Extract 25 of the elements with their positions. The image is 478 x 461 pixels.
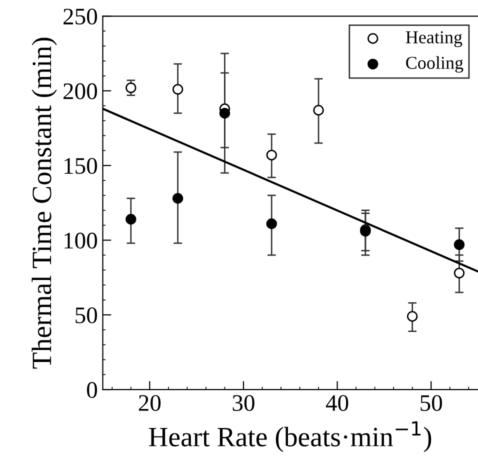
y-tick-label: 150 (64, 158, 98, 174)
point (266, 218, 277, 230)
point (126, 214, 136, 225)
x-tick-label: 30 (232, 395, 254, 412)
y-tick-label: 0 (87, 382, 98, 398)
point (454, 268, 465, 278)
point (406, 311, 418, 322)
legend-label: Cooling (406, 56, 464, 73)
y-tick-label: 200 (64, 83, 98, 100)
legend-label: Heating (406, 31, 462, 48)
point (219, 108, 230, 119)
y-tick-label: 50 (76, 307, 98, 324)
x-tick-label: 50 (420, 395, 442, 412)
y-tick-label: 100 (64, 232, 98, 249)
x-tick-label: 20 (138, 395, 161, 412)
point (454, 239, 465, 250)
point (266, 150, 277, 160)
point (172, 84, 184, 95)
point (172, 193, 184, 204)
y-tick-label: 250 (64, 8, 98, 25)
y-axis-title: Thermal Time Constant (min) (32, 38, 57, 369)
point (313, 104, 324, 116)
x-axis-title: Heart Rate (beats·min$^{−1}$) (148, 421, 432, 452)
x-tick-label: 40 (326, 395, 348, 412)
point (126, 82, 136, 94)
